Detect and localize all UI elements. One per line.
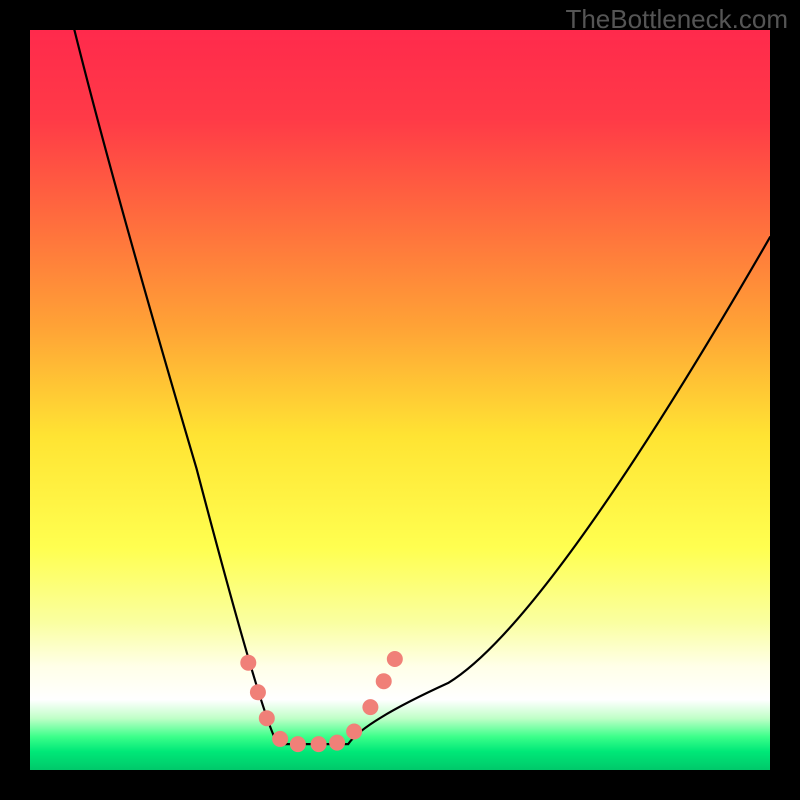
- marker-point: [362, 699, 378, 715]
- marker-point: [259, 710, 275, 726]
- marker-point: [346, 724, 362, 740]
- marker-point: [290, 736, 306, 752]
- marker-point: [250, 684, 266, 700]
- plot-svg: [30, 30, 770, 770]
- marker-point: [329, 735, 345, 751]
- marker-point: [376, 673, 392, 689]
- marker-point: [311, 736, 327, 752]
- marker-point: [272, 731, 288, 747]
- watermark-label: TheBottleneck.com: [565, 4, 788, 35]
- marker-point: [387, 651, 403, 667]
- marker-point: [240, 655, 256, 671]
- chart-root: TheBottleneck.com: [0, 0, 800, 800]
- plot-area: [30, 30, 770, 770]
